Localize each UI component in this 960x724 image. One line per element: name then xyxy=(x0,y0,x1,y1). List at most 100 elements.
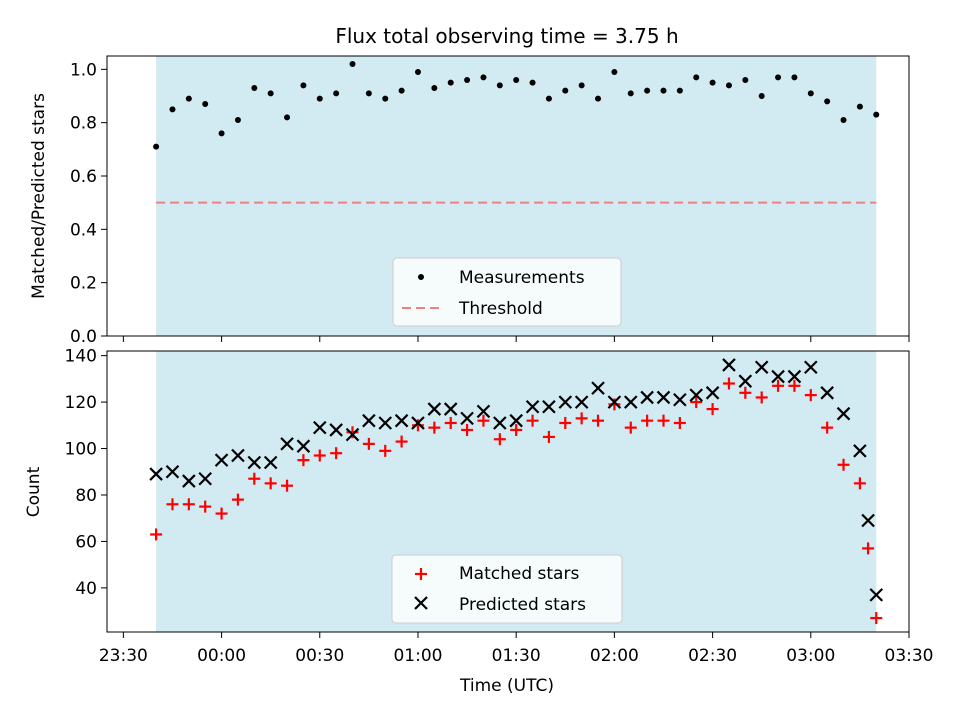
x-tick-label: 00:30 xyxy=(295,646,344,666)
predicted-stars-point xyxy=(149,467,163,481)
matched-stars-point xyxy=(313,449,326,462)
matched-stars-point xyxy=(395,435,408,448)
predicted-stars-point xyxy=(607,395,622,409)
matched-stars-point xyxy=(592,414,605,427)
matched-stars-point xyxy=(346,426,359,439)
measurement-point xyxy=(202,101,209,107)
measurement-point xyxy=(824,98,831,105)
matched-stars-point xyxy=(182,498,195,511)
predicted-stars-point xyxy=(591,381,605,395)
predicted-stars-point xyxy=(296,439,311,453)
matched-stars-point xyxy=(150,528,163,541)
matched-stars-point xyxy=(608,398,621,411)
ratio-y-ticks: 0.0 0.2 0.4 0.6 0.8 1.0 xyxy=(70,60,107,347)
predicted-stars-point xyxy=(165,464,180,479)
predicted-stars-point xyxy=(673,392,687,407)
predicted-stars-point xyxy=(705,386,720,400)
predicted-stars-point xyxy=(804,360,818,375)
measurement-point xyxy=(709,79,716,86)
predicted-stars-point xyxy=(853,444,867,458)
predicted-stars-point xyxy=(738,374,753,388)
matched-stars-point xyxy=(526,414,539,427)
y-tick-label: 1.0 xyxy=(70,60,97,80)
measurement-point xyxy=(644,87,651,94)
count-panel: 40 60 80 100 120 140 23:30 00:00 00:30 01:00 01:3… xyxy=(24,347,934,666)
count-series xyxy=(149,358,884,625)
matched-stars-point xyxy=(739,386,752,399)
predicted-stars-point xyxy=(198,471,212,486)
measurement-point xyxy=(316,95,323,102)
predicted-stars-point xyxy=(345,427,360,442)
count-y-axis-label: Count xyxy=(24,466,44,517)
measurement-point xyxy=(218,130,225,137)
count-y-ticks: 40 60 80 100 120 140 xyxy=(65,347,107,599)
measurement-point xyxy=(398,87,405,94)
matched-stars-point xyxy=(862,542,875,555)
y-tick-label: 60 xyxy=(75,532,97,552)
legend-threshold: Threshold xyxy=(458,299,543,319)
measurement-point xyxy=(775,74,782,81)
matched-stars-point xyxy=(788,379,801,392)
matched-stars-point xyxy=(657,414,670,427)
x-axis-label: Time (UTC) xyxy=(459,676,554,696)
matched-stars-point xyxy=(477,414,490,427)
matched-stars-point xyxy=(722,377,735,390)
matched-stars-point xyxy=(411,419,424,432)
predicted-stars-point xyxy=(640,390,654,405)
matched-stars-point xyxy=(264,477,277,490)
legend-matched-stars: Matched stars xyxy=(459,564,579,584)
predicted-stars-point xyxy=(329,423,343,437)
count-x-ticks: 23:30 00:00 00:30 01:00 01:30 02:00 02:30 03:00… xyxy=(99,632,934,666)
measurement-point xyxy=(480,74,487,81)
measurement-point xyxy=(725,82,732,89)
measurement-point xyxy=(169,106,176,113)
predicted-stars-point xyxy=(476,404,491,419)
matched-stars-point xyxy=(853,477,866,490)
matched-stars-point xyxy=(199,500,212,513)
predicted-stars-point xyxy=(427,402,442,416)
matched-stars-point xyxy=(281,479,294,492)
measurement-point xyxy=(513,77,520,83)
matched-stars-point xyxy=(755,391,768,404)
measurement-point xyxy=(611,69,618,75)
matched-stars-point xyxy=(166,498,179,511)
measurement-point xyxy=(529,79,536,86)
y-tick-label: 100 xyxy=(65,440,97,460)
matched-stars-point xyxy=(804,389,817,402)
matched-stars-point xyxy=(559,416,572,429)
measurement-point xyxy=(447,79,454,86)
measurement-point xyxy=(693,74,700,81)
matched-stars-point xyxy=(624,421,637,434)
measurement-point xyxy=(382,95,389,102)
measurement-point xyxy=(873,111,880,118)
measurement-point xyxy=(578,82,585,89)
measurement-point xyxy=(300,82,307,89)
matched-stars-point xyxy=(379,444,392,457)
predicted-stars-point xyxy=(558,395,573,409)
matched-stars-point xyxy=(215,507,228,520)
ratio-x-ticks xyxy=(122,336,910,342)
measurements-series xyxy=(153,61,880,150)
y-tick-label: 140 xyxy=(65,347,97,367)
legend-plus-marker xyxy=(415,568,427,580)
x-tick-label: 03:30 xyxy=(885,646,934,666)
matched-stars-point xyxy=(510,423,523,436)
measurement-point xyxy=(791,74,798,81)
predicted-stars-point xyxy=(754,360,769,375)
ratio-plot-frame xyxy=(106,55,910,337)
measurement-point xyxy=(349,61,356,67)
legend-dot-marker xyxy=(418,274,424,280)
measurement-point xyxy=(284,114,291,121)
chart-title: Flux total observing time = 3.75 h xyxy=(335,24,678,48)
predicted-stars-point xyxy=(182,474,196,488)
measurement-point xyxy=(758,93,765,99)
predicted-stars-point xyxy=(411,416,425,430)
matched-stars-point xyxy=(641,414,654,427)
measurement-point xyxy=(627,90,634,97)
matched-stars-point xyxy=(821,421,834,434)
measurement-point xyxy=(185,95,192,102)
measurement-point xyxy=(365,90,372,97)
matched-stars-point xyxy=(330,447,343,460)
ratio-legend: Measurements Threshold xyxy=(392,257,622,327)
